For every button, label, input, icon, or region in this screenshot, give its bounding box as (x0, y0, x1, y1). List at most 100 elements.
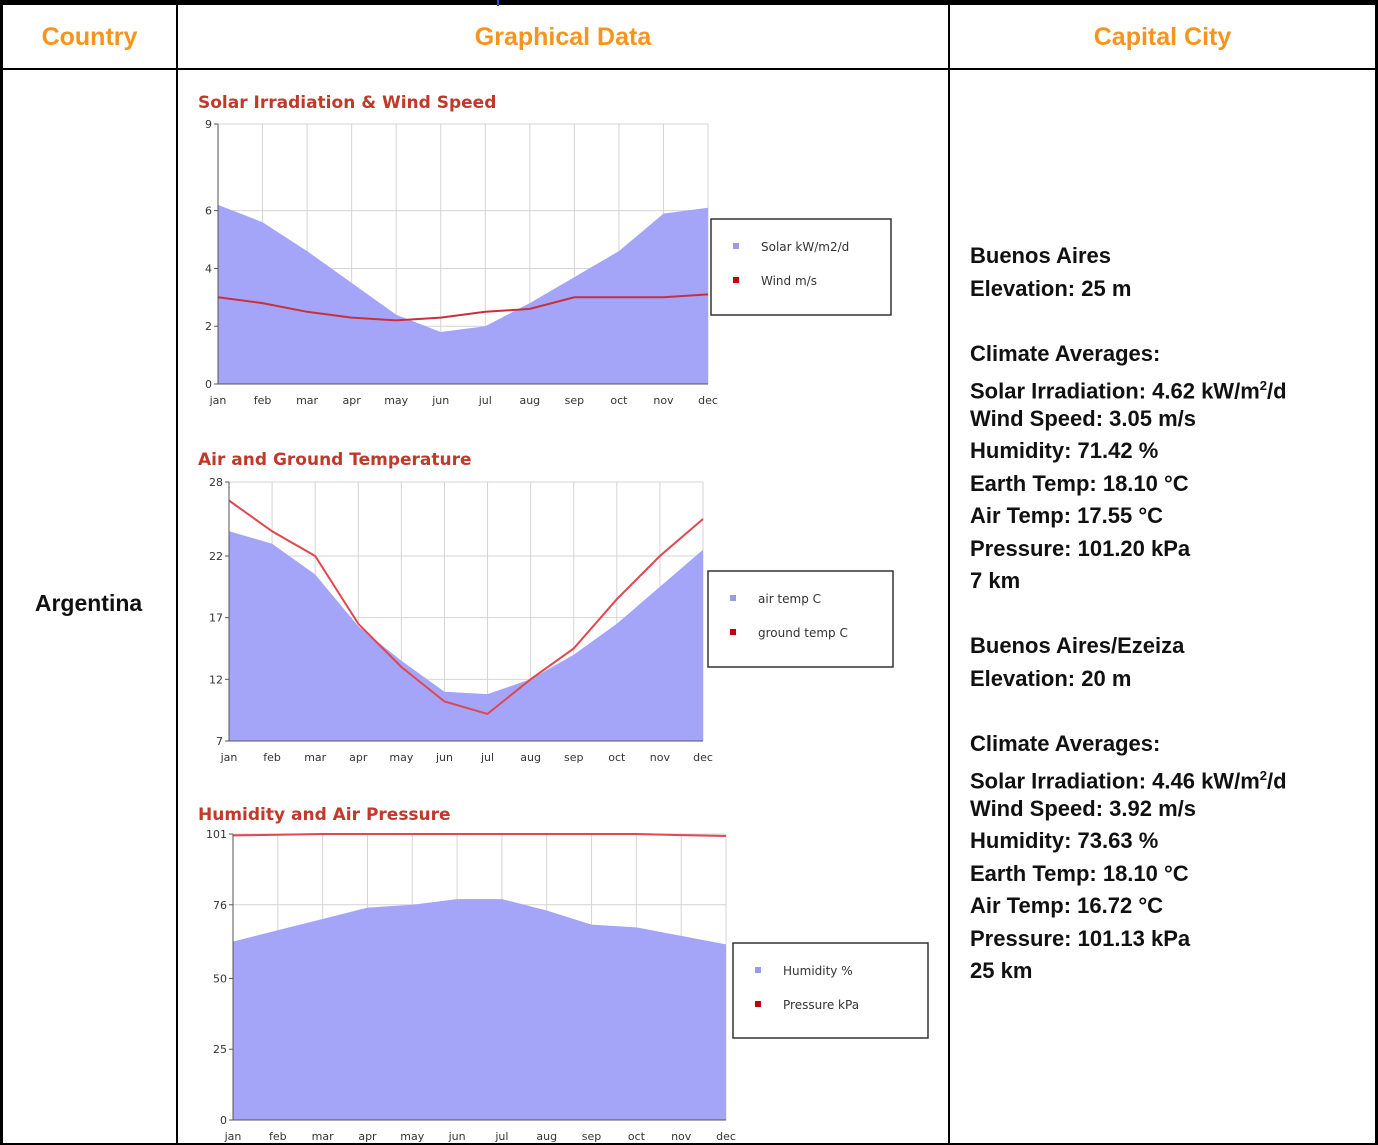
x-tick-label: jun (448, 1130, 466, 1142)
header-graphical-data: Graphical Data (474, 22, 652, 51)
legend-box (732, 942, 929, 1039)
area-series-1 (233, 899, 726, 1120)
x-tick-label: apr (343, 394, 362, 407)
air-temp: Air Temp: 16.72 °C (970, 893, 1164, 918)
y-tick-label: 6 (205, 205, 212, 218)
legend-label: ground temp C (758, 626, 848, 640)
solar-irradiation: Solar Irradiation: 4.46 kW/m2/d (970, 768, 1287, 794)
x-tick-label: dec (693, 751, 713, 764)
station-distance: 7 km (970, 568, 1021, 593)
area-series-1 (218, 204, 708, 384)
x-tick-label: jul (494, 1130, 508, 1142)
x-tick-label: dec (716, 1130, 736, 1142)
x-tick-label: sep (565, 394, 584, 407)
y-tick-label: 101 (206, 828, 227, 841)
x-tick-label: nov (650, 751, 671, 764)
x-tick-label: aug (519, 394, 540, 407)
earth-temp: Earth Temp: 18.10 °C (970, 470, 1189, 496)
header-divider (0, 68, 1378, 70)
station-elevation: Elevation: 25 m (970, 275, 1132, 301)
humidity: Humidity: 71.42 % (970, 438, 1159, 463)
legend-label: Humidity % (783, 964, 853, 978)
table-border-bottom (0, 1143, 1378, 1145)
x-tick-label: feb (254, 394, 272, 407)
y-tick-label: 50 (213, 972, 227, 985)
x-tick-label: jan (224, 1130, 242, 1142)
header-capital-city: Capital City (1093, 22, 1232, 51)
station-name: Buenos Aires/Ezeiza (970, 633, 1185, 658)
x-tick-label: oct (628, 1130, 646, 1142)
legend-box (710, 218, 892, 316)
table-border-right (1375, 0, 1378, 1145)
x-tick-label: jun (431, 394, 449, 407)
wind-speed: Wind Speed: 3.05 m/s (970, 405, 1196, 431)
column-divider-1 (176, 0, 178, 1145)
x-tick-label: nov (653, 394, 674, 407)
x-tick-label: oct (610, 394, 628, 407)
legend-label: Pressure kPa (783, 998, 859, 1012)
charts-panel: Solar Irradiation & Wind Speed 0 2 4 6 9 jan fe… (198, 93, 929, 1142)
x-tick-label: jan (220, 751, 238, 764)
legend-marker (730, 595, 736, 601)
x-tick-label: jul (478, 394, 492, 407)
x-tick-label: mar (312, 1130, 334, 1142)
area-series-1 (229, 531, 703, 741)
pressure: Pressure: 101.20 kPa (970, 535, 1191, 561)
air-temp: Air Temp: 17.55 °C (970, 503, 1164, 528)
y-tick-label: 22 (209, 550, 223, 563)
x-tick-label: dec (698, 394, 718, 407)
chart-3: Humidity and Air Pressure 0 25 50 76 101 jan fe… (198, 805, 929, 1142)
chart-title: Air and Ground Temperature (198, 450, 472, 470)
legend-marker (730, 629, 736, 635)
x-tick-label: jan (209, 394, 227, 407)
pressure: Pressure: 101.13 kPa (970, 925, 1191, 951)
line-series-2 (217, 293, 709, 322)
x-tick-label: may (389, 751, 413, 764)
station-distance: 25 km (970, 958, 1033, 983)
table-border-left (0, 0, 3, 1145)
y-tick-label: 0 (220, 1114, 227, 1127)
x-tick-label: sep (564, 751, 583, 764)
column-divider-2 (948, 0, 950, 1145)
x-tick-label: aug (520, 751, 541, 764)
station-name: Buenos Aires (970, 243, 1112, 268)
legend-label: air temp C (758, 592, 821, 606)
x-tick-label: mar (296, 394, 318, 407)
y-tick-label: 4 (205, 262, 212, 275)
x-tick-label: feb (269, 1130, 287, 1142)
x-tick-label: mar (304, 751, 326, 764)
x-tick-label: nov (671, 1130, 692, 1142)
station-elevation: Elevation: 20 m (970, 665, 1132, 691)
y-tick-label: 0 (205, 378, 212, 391)
x-tick-label: apr (358, 1130, 377, 1142)
climate-heading: Climate Averages: (970, 340, 1161, 366)
legend-label: Wind m/s (761, 274, 817, 288)
legend-marker (755, 1001, 761, 1007)
x-tick-label: may (400, 1130, 424, 1142)
chart-1: Solar Irradiation & Wind Speed 0 2 4 6 9 jan fe… (198, 93, 892, 407)
legend-box (707, 570, 894, 668)
wind-speed: Wind Speed: 3.92 m/s (970, 795, 1196, 821)
line-series-2 (228, 499, 704, 716)
x-tick-label: oct (608, 751, 626, 764)
chart-title: Solar Irradiation & Wind Speed (198, 93, 496, 113)
x-tick-label: jun (435, 751, 453, 764)
x-tick-label: may (384, 394, 408, 407)
y-tick-label: 2 (205, 320, 212, 333)
climate-heading: Climate Averages: (970, 730, 1161, 756)
y-tick-label: 28 (209, 476, 223, 489)
link-fragment (497, 0, 499, 6)
x-tick-label: sep (582, 1130, 601, 1142)
x-tick-label: aug (536, 1130, 557, 1142)
legend-marker (733, 277, 739, 283)
table-border-top (0, 0, 1378, 5)
y-tick-label: 9 (205, 118, 212, 131)
line-series-2 (232, 833, 727, 837)
x-tick-label: apr (349, 751, 368, 764)
legend-label: Solar kW/m2/d (761, 240, 849, 254)
capital-city-info: Buenos Aires Elevation: 25 m Climate Ave… (970, 240, 1370, 988)
y-tick-label: 17 (209, 612, 223, 625)
earth-temp: Earth Temp: 18.10 °C (970, 860, 1189, 886)
legend-marker (755, 967, 761, 973)
